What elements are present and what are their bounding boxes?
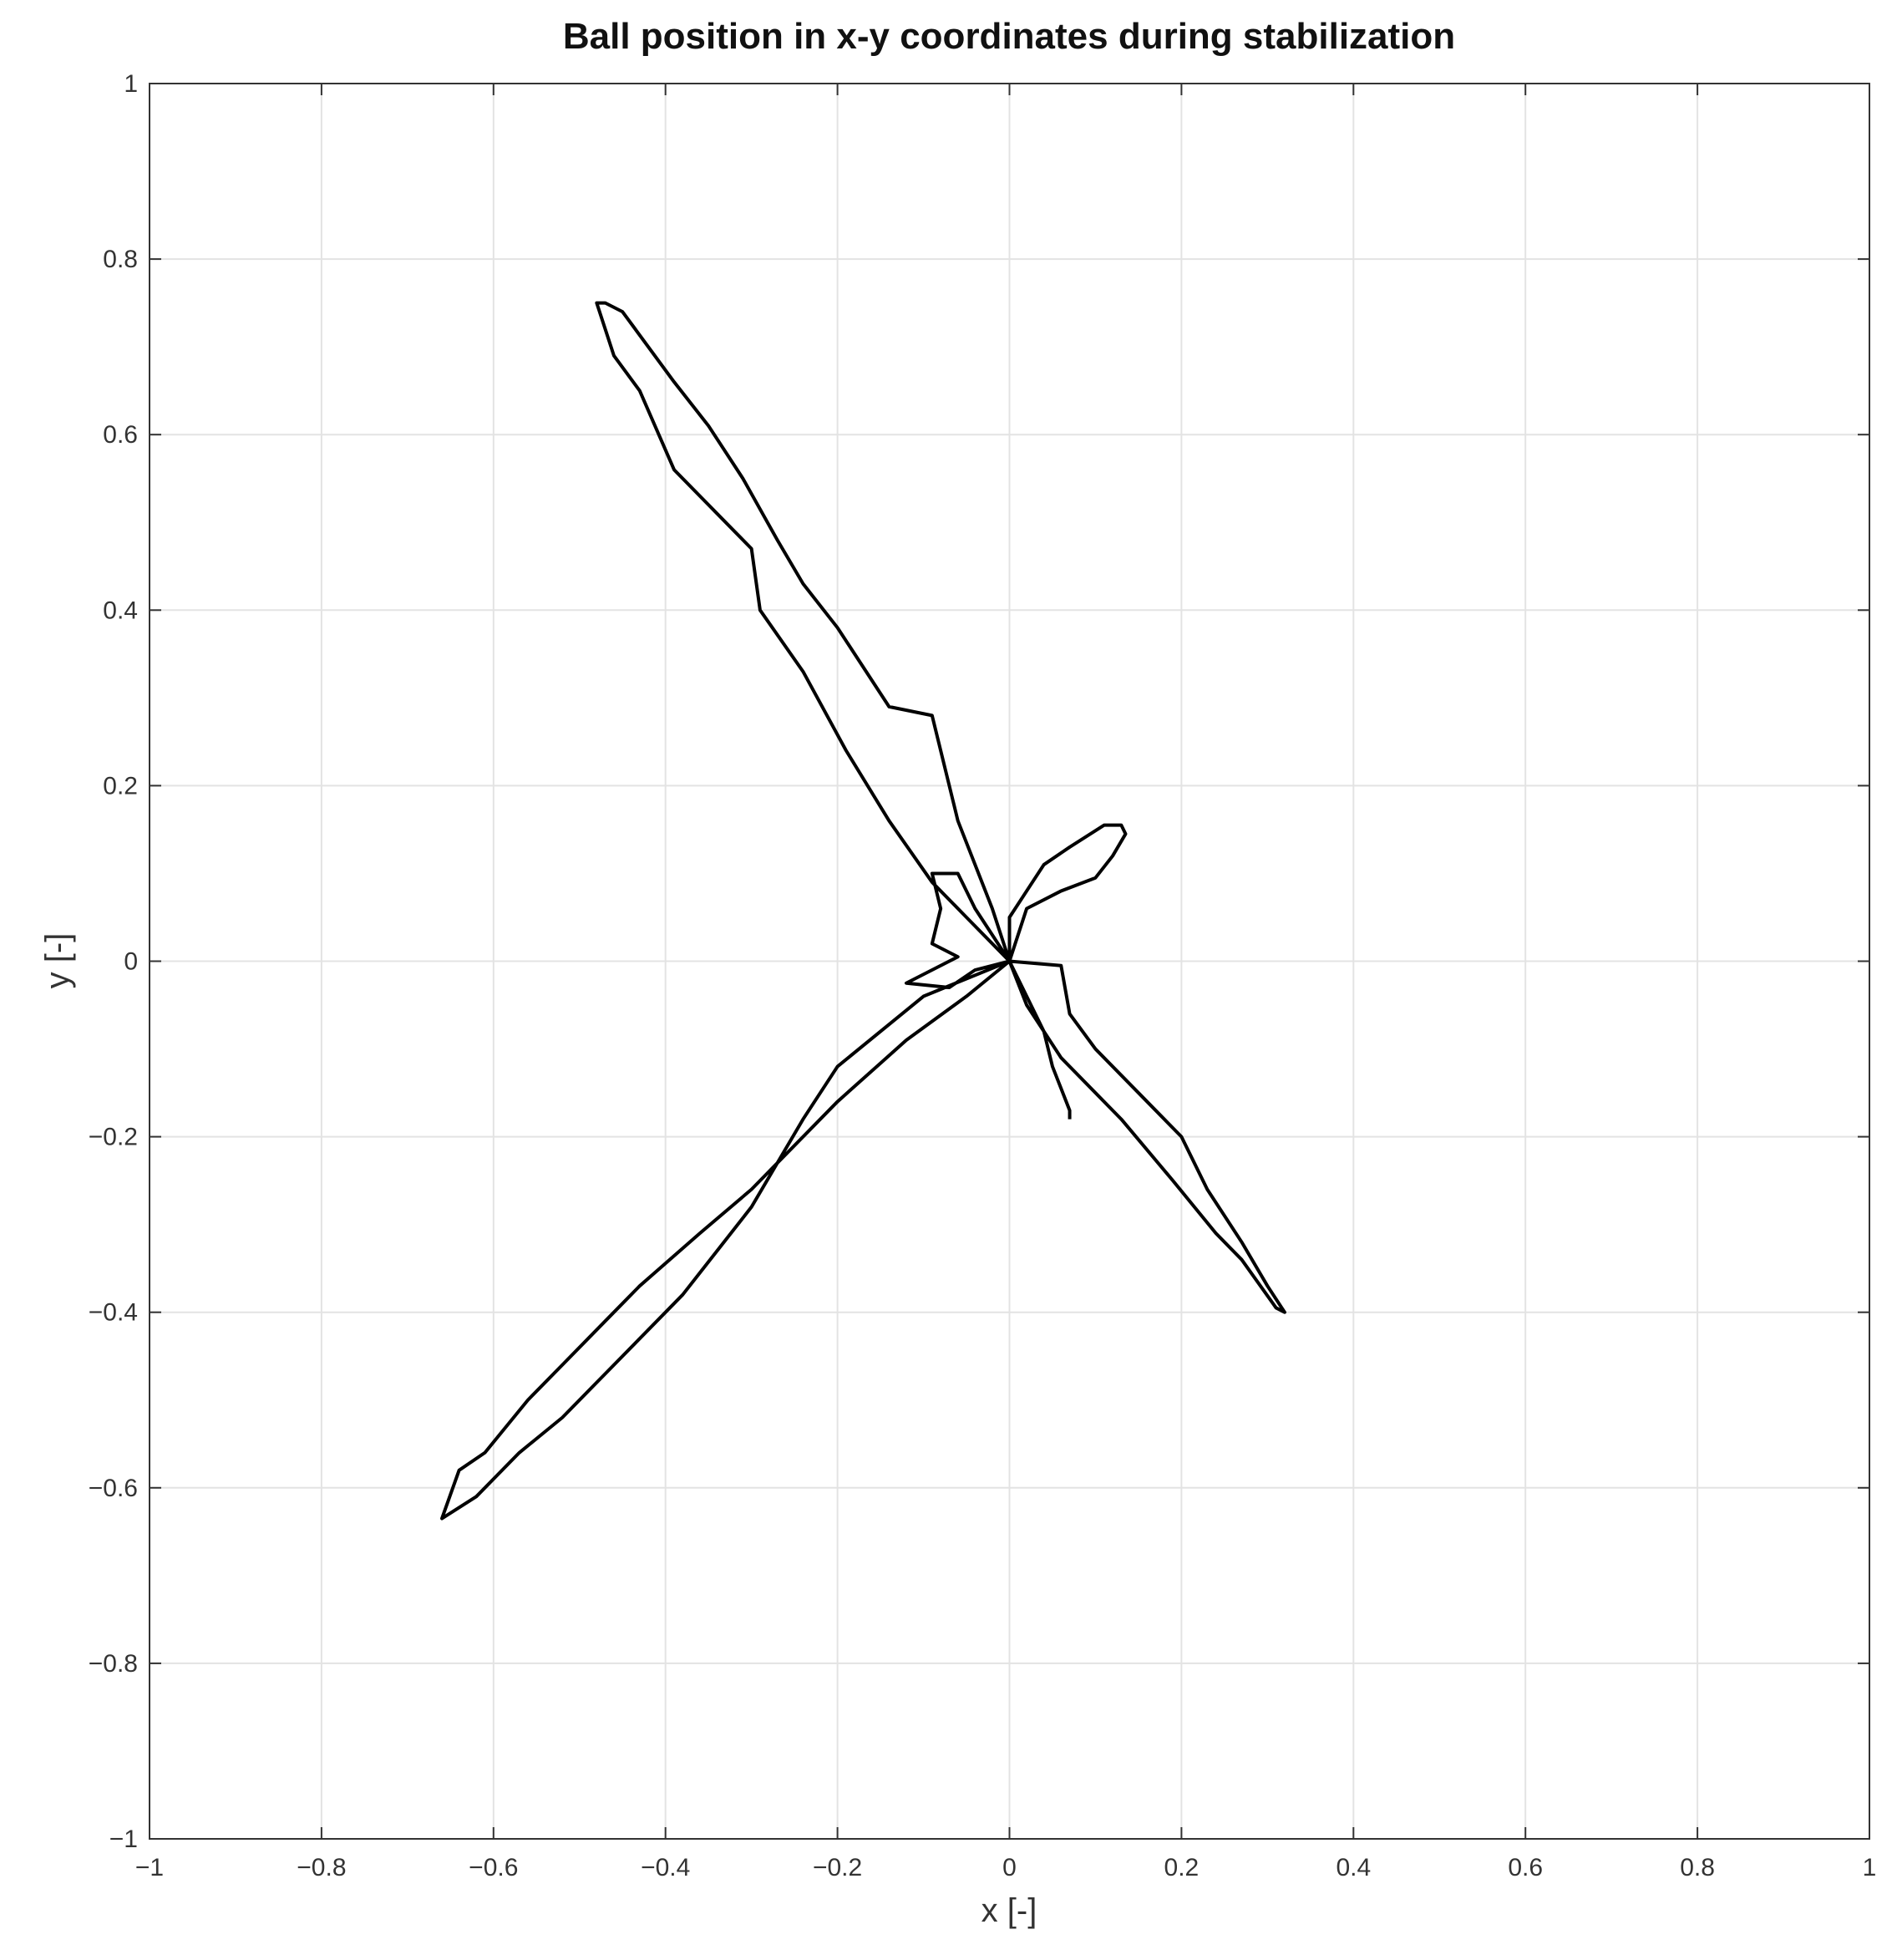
axes-box xyxy=(149,83,1870,1840)
y-tick-label: −0.2 xyxy=(89,1124,138,1151)
x-tick-label: 0.2 xyxy=(1164,1854,1200,1881)
x-tick-label: 0.8 xyxy=(1680,1854,1715,1881)
x-tick-label: 0.6 xyxy=(1508,1854,1543,1881)
y-tick-label: 0 xyxy=(124,948,138,976)
y-tick-label: −0.8 xyxy=(89,1650,138,1678)
x-tick-label: −0.8 xyxy=(297,1854,346,1881)
y-tick-label: 0.6 xyxy=(103,421,138,449)
x-tick-label: −0.2 xyxy=(813,1854,862,1881)
y-tick-label: −0.4 xyxy=(89,1299,138,1327)
chart-title: Ball position in x-y coordinates during … xyxy=(563,16,1455,57)
y-tick-label: 1 xyxy=(124,70,138,98)
x-tick-label: 1 xyxy=(1863,1854,1877,1881)
x-axis-label: x [-] xyxy=(981,1892,1037,1929)
y-tick-label: −1 xyxy=(109,1825,138,1853)
y-tick-label: 0.2 xyxy=(103,772,138,800)
x-tick-label: −1 xyxy=(135,1854,164,1881)
y-tick-label: 0.8 xyxy=(103,246,138,273)
x-tick-label: 0.4 xyxy=(1336,1854,1371,1881)
y-tick-label: 0.4 xyxy=(103,597,138,624)
trajectory-line xyxy=(440,301,1286,1521)
x-tick-label: −0.4 xyxy=(641,1854,690,1881)
y-axis-label: y [-] xyxy=(39,933,76,989)
x-tick-label: −0.6 xyxy=(469,1854,518,1881)
y-tick-label: −0.6 xyxy=(89,1475,138,1502)
x-tick-label: 0 xyxy=(1002,1854,1017,1881)
